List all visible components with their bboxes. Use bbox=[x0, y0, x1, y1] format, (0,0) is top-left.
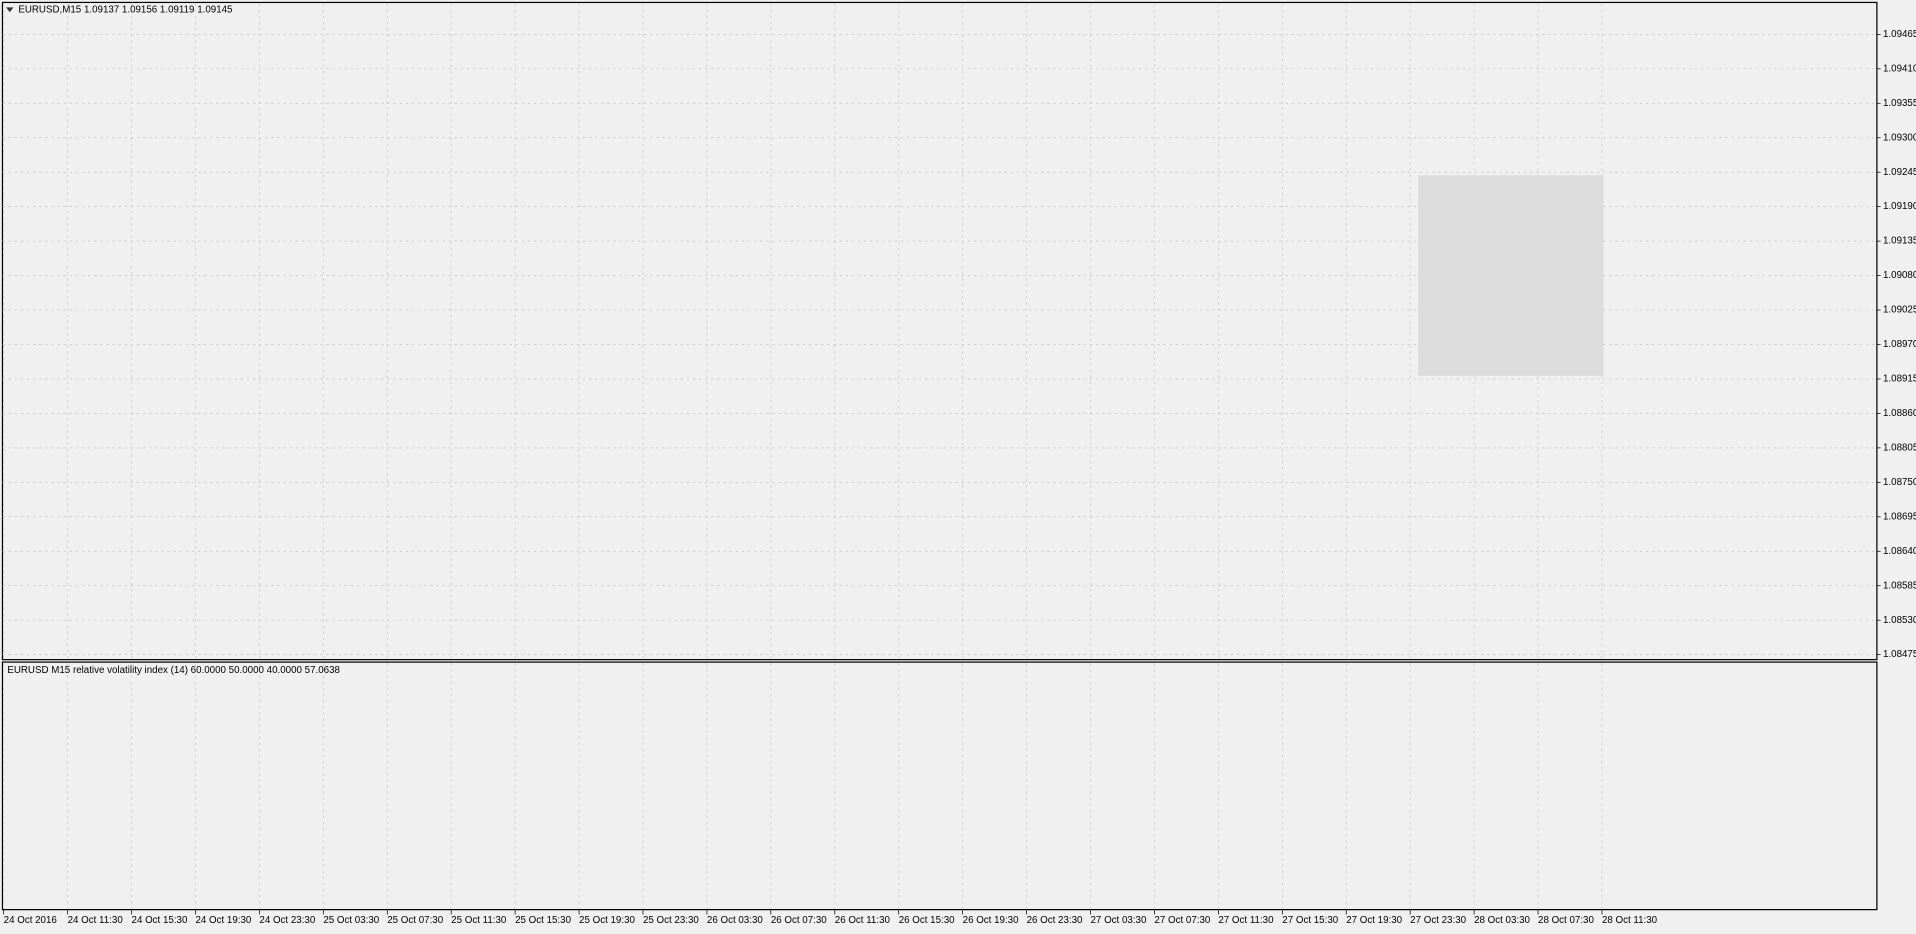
y-tick-label: 1.08750 bbox=[1883, 477, 1916, 488]
y-tick-label: 1.08695 bbox=[1883, 511, 1916, 522]
x-tick-label: 27 Oct 07:30 bbox=[1154, 915, 1210, 926]
y-tick-label: 1.08915 bbox=[1883, 374, 1916, 385]
x-tick-label: 24 Oct 19:30 bbox=[195, 915, 251, 926]
x-tick-label: 26 Oct 11:30 bbox=[835, 915, 891, 926]
x-tick-label: 27 Oct 23:30 bbox=[1410, 915, 1466, 926]
x-tick-label: 25 Oct 23:30 bbox=[643, 915, 699, 926]
x-tick-label: 28 Oct 11:30 bbox=[1602, 915, 1658, 926]
x-tick-label: 27 Oct 19:30 bbox=[1346, 915, 1402, 926]
x-tick-label: 25 Oct 03:30 bbox=[323, 915, 379, 926]
y-tick-label: 1.09300 bbox=[1883, 132, 1916, 143]
x-tick-label: 25 Oct 19:30 bbox=[579, 915, 635, 926]
grid: 1.09465 1.09410 1.09355 1.09300 1.09245 1.091… bbox=[2, 3, 1916, 926]
y-tick-label: 1.09080 bbox=[1883, 270, 1916, 281]
x-tick-label: 27 Oct 15:30 bbox=[1282, 915, 1338, 926]
x-tick-label: 26 Oct 19:30 bbox=[963, 915, 1019, 926]
x-tick-label: 24 Oct 2016 bbox=[4, 915, 57, 926]
menu-arrow bbox=[6, 7, 14, 13]
y-tick-label: 1.08640 bbox=[1883, 546, 1916, 557]
x-tick-label: 26 Oct 03:30 bbox=[707, 915, 763, 926]
x-tick-label: 24 Oct 23:30 bbox=[259, 915, 315, 926]
indicator-title: EURUSD M15 relative volatility index (14… bbox=[7, 665, 340, 676]
x-tick-label: 26 Oct 23:30 bbox=[1027, 915, 1083, 926]
x-tick-label: 25 Oct 15:30 bbox=[515, 915, 571, 926]
y-tick-label: 1.08970 bbox=[1883, 339, 1916, 350]
x-tick-label: 27 Oct 03:30 bbox=[1091, 915, 1147, 926]
area bbox=[1418, 175, 1604, 376]
y-tick-label: 1.08585 bbox=[1883, 580, 1916, 591]
x-tick-label: 26 Oct 15:30 bbox=[899, 915, 955, 926]
y-tick-label: 1.09410 bbox=[1883, 63, 1916, 74]
x-tick-label: 27 Oct 11:30 bbox=[1218, 915, 1274, 926]
y-tick-label: 1.08860 bbox=[1883, 408, 1916, 419]
y-tick-label: 1.08530 bbox=[1883, 615, 1916, 626]
x-tick-label: 24 Oct 11:30 bbox=[68, 915, 124, 926]
chart-title: EURUSD,M15 1.09137 1.09156 1.09119 1.091… bbox=[18, 4, 233, 15]
y-tick-label: 1.09355 bbox=[1883, 98, 1916, 109]
y-tick-label: 1.09190 bbox=[1883, 201, 1916, 212]
y-tick-label: 1.09135 bbox=[1883, 236, 1916, 247]
y-tick-label: 1.09465 bbox=[1883, 29, 1916, 40]
x-tick-label: 25 Oct 07:30 bbox=[387, 915, 443, 926]
x-tick-label: 25 Oct 11:30 bbox=[451, 915, 507, 926]
y-tick-label: 1.09245 bbox=[1883, 167, 1916, 178]
y-tick-label: 1.09025 bbox=[1883, 305, 1916, 316]
y-tick-label: 1.08475 bbox=[1883, 649, 1916, 660]
x-tick-label: 28 Oct 03:30 bbox=[1474, 915, 1530, 926]
x-tick-label: 28 Oct 07:30 bbox=[1538, 915, 1594, 926]
indicator-panel bbox=[1, 661, 1878, 911]
x-tick-label: 24 Oct 15:30 bbox=[132, 915, 188, 926]
x-tick-label: 26 Oct 07:30 bbox=[771, 915, 827, 926]
y-tick-label: 1.08805 bbox=[1883, 442, 1916, 453]
